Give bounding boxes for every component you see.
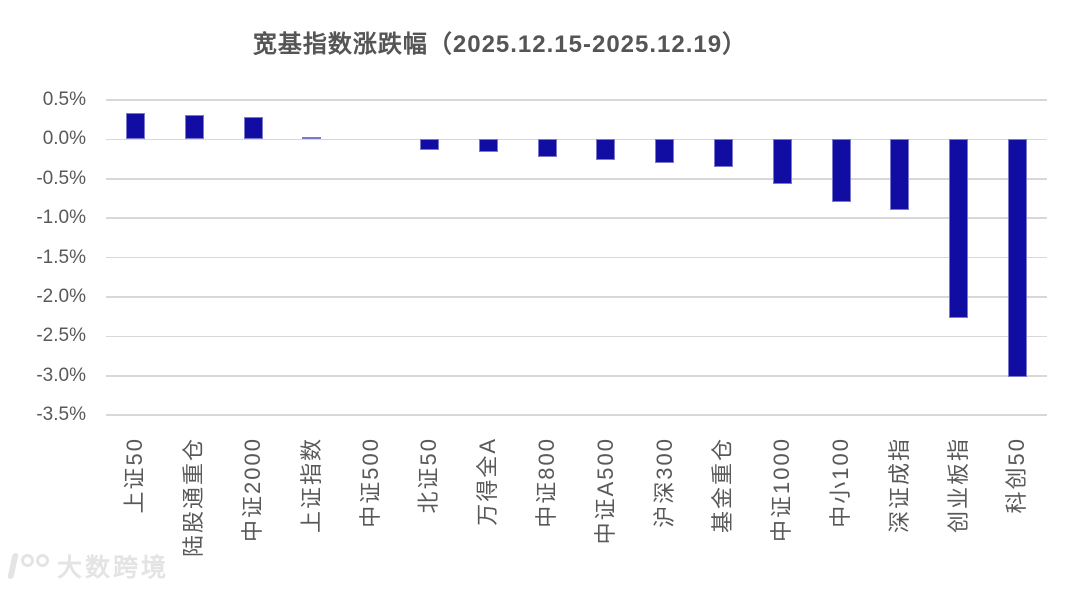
- bar: [1007, 139, 1027, 377]
- y-tick-label: 0.0%: [42, 128, 86, 150]
- bar: [655, 139, 675, 164]
- y-tick-label: -2.5%: [36, 325, 86, 347]
- bar: [184, 114, 204, 140]
- y-tick-label: 0.5%: [42, 89, 86, 110]
- bar: [537, 139, 557, 157]
- x-category-label: 上证50: [122, 437, 148, 514]
- x-category-label: 上证指数: [298, 437, 324, 534]
- x-category-label: 万得全A: [475, 437, 501, 526]
- y-tick-label: -3.5%: [36, 404, 86, 426]
- x-category-label: 基金重仓: [710, 437, 736, 534]
- bar: [831, 139, 851, 203]
- x-category-label: 中证1000: [769, 437, 795, 542]
- bar: [478, 139, 498, 152]
- watermark-logo-icon: [7, 553, 49, 579]
- bar: [772, 139, 792, 184]
- bar: [596, 139, 616, 160]
- gridline: [106, 99, 1047, 101]
- y-tick-label: -1.5%: [36, 246, 86, 268]
- bar: [125, 113, 145, 140]
- x-category-label: 中小100: [828, 437, 853, 528]
- x-category-label: 中证800: [534, 437, 559, 528]
- x-category-label: 沪深300: [651, 437, 677, 528]
- gridline: [106, 178, 1047, 180]
- bar: [243, 116, 263, 140]
- gridline: [106, 138, 1047, 141]
- x-category-label: 北证50: [416, 437, 442, 514]
- gridline: [106, 296, 1047, 298]
- gridline: [106, 375, 1047, 377]
- x-category-label: 中证500: [357, 437, 383, 528]
- x-category-label: 科创50: [1004, 437, 1030, 514]
- bar: [419, 139, 439, 150]
- y-tick-label: -1.0%: [36, 207, 86, 229]
- gridline: [106, 335, 1047, 338]
- bar: [890, 139, 910, 211]
- bar: [949, 139, 969, 319]
- watermark: 大数跨境: [7, 548, 170, 584]
- gridline: [106, 256, 1047, 259]
- x-category-label: 中证A500: [592, 437, 618, 545]
- bar: [302, 137, 322, 140]
- bar: [713, 139, 733, 167]
- gridline: [106, 217, 1047, 219]
- y-tick-label: -3.0%: [36, 364, 86, 386]
- gridline: [106, 414, 1047, 416]
- x-category-label: 创业板指: [945, 437, 971, 534]
- chart-title: 宽基指数涨跌幅（2025.12.15-2025.12.19）: [252, 31, 748, 58]
- x-category-label: 陆股通重仓: [181, 437, 207, 558]
- watermark-text: 大数跨境: [57, 554, 170, 582]
- x-category-label: 中证2000: [240, 437, 265, 542]
- logo-circle: [36, 554, 49, 567]
- y-tick-label: -2.0%: [36, 286, 86, 307]
- logo-circle: [21, 554, 34, 567]
- y-tick-label: -0.5%: [36, 167, 86, 189]
- x-category-label: 深证成指: [886, 437, 912, 534]
